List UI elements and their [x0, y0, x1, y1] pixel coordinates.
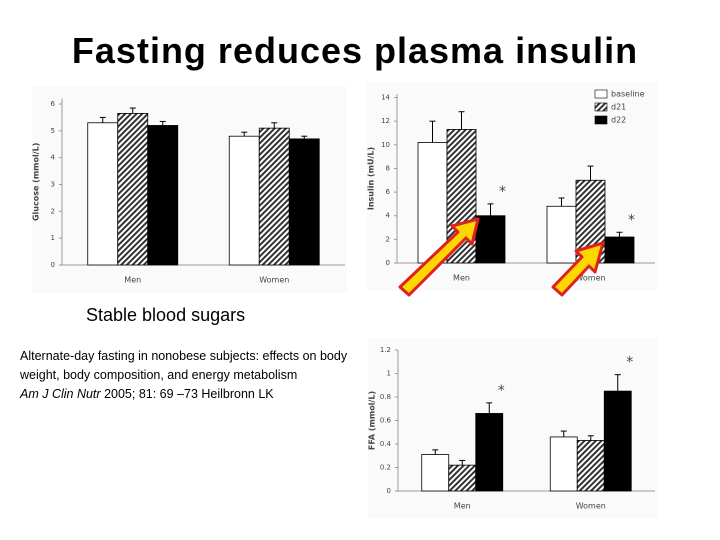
error-bar [241, 131, 248, 137]
bar [258, 127, 290, 266]
bar [417, 142, 448, 264]
slide-title: Fasting reduces plasma insulin [71, 30, 639, 71]
x-tick-label: Women [575, 274, 605, 283]
y-tick-label: 6 [51, 100, 56, 108]
error-bar [616, 231, 623, 237]
arrow [551, 241, 605, 297]
legend-swatch [594, 115, 608, 125]
error-bar [429, 120, 436, 143]
error-bar [301, 135, 308, 139]
significance-mark: * [498, 383, 505, 399]
legend-label: baseline [611, 90, 645, 99]
citation: Alternate-day fasting in nonobese subjec… [20, 347, 365, 404]
citation-title: Alternate-day fasting in nonobese subjec… [20, 349, 348, 382]
citation-source: Am J Clin Nutr 2005; 81: 69 –73 Heilbron… [20, 385, 365, 404]
y-tick-label: 12 [381, 117, 390, 125]
y-tick-label: 0.2 [380, 464, 391, 472]
y-axis-label: Insulin (mU/L) [367, 147, 376, 210]
y-tick-label: 8 [386, 164, 390, 172]
y-tick-label: 2 [386, 235, 390, 243]
journal: Am J Clin Nutr [20, 387, 101, 401]
y-tick-label: 0.4 [380, 440, 392, 448]
legend-label: d21 [611, 103, 626, 112]
bar [546, 205, 577, 264]
caption: Stable blood sugars [86, 305, 246, 325]
y-tick-label: 0.6 [380, 417, 392, 425]
y-tick-label: 1 [387, 370, 391, 378]
bar [448, 464, 477, 492]
y-tick-label: 1.2 [380, 346, 391, 354]
legend-swatch [594, 102, 608, 112]
arrows [398, 217, 605, 297]
error-bar [587, 435, 594, 441]
y-tick-label: 4 [386, 212, 391, 220]
error-bar [587, 165, 594, 181]
error-bar [458, 111, 465, 130]
bar [421, 454, 450, 492]
x-tick-label: Women [259, 276, 289, 285]
error-bar [99, 116, 106, 123]
error-bar [558, 197, 565, 207]
y-tick-label: 1 [51, 234, 55, 242]
y-tick-label: 3 [51, 181, 55, 189]
y-axis-label: FFA (mmol/L) [368, 391, 377, 450]
y-axis-label: Glucose (mmol/L) [32, 143, 41, 221]
error-bar [487, 203, 494, 216]
bar [576, 440, 605, 492]
x-tick-label: Men [124, 276, 141, 285]
legend-label: d22 [611, 116, 626, 125]
legend-swatch [594, 89, 608, 99]
y-tick-label: 0 [386, 259, 390, 267]
y-tick-label: 2 [51, 207, 55, 215]
bar [604, 236, 635, 264]
x-tick-label: Women [576, 502, 606, 511]
bar [549, 436, 578, 492]
error-bar [432, 449, 439, 455]
error-bar [271, 122, 278, 129]
arrow [398, 217, 480, 297]
bar [117, 112, 149, 266]
bar [228, 135, 260, 266]
error-bar [614, 374, 621, 392]
x-tick-label: Men [453, 274, 470, 283]
error-bar [159, 120, 166, 126]
error-bar [459, 459, 466, 466]
significance-mark: * [499, 184, 506, 200]
y-tick-label: 4 [51, 154, 56, 162]
bar [475, 413, 504, 492]
citation-details: 2005; 81: 69 –73 Heilbronn LK [104, 387, 274, 401]
significance-mark: * [626, 355, 633, 371]
bar [603, 390, 632, 492]
y-tick-label: 0 [51, 261, 55, 269]
bar [475, 215, 506, 264]
error-bar [560, 430, 567, 437]
error-bar [486, 402, 493, 414]
y-tick-label: 5 [51, 127, 55, 135]
significance-mark: * [628, 212, 635, 228]
y-tick-label: 0 [387, 487, 391, 495]
y-tick-label: 6 [386, 188, 391, 196]
y-tick-label: 14 [381, 94, 390, 102]
bar [87, 122, 119, 266]
bar [147, 125, 179, 266]
y-tick-label: 0.8 [380, 393, 391, 401]
error-bar [129, 107, 136, 114]
y-tick-label: 10 [381, 141, 390, 149]
x-tick-label: Men [454, 502, 471, 511]
bar [288, 138, 320, 266]
